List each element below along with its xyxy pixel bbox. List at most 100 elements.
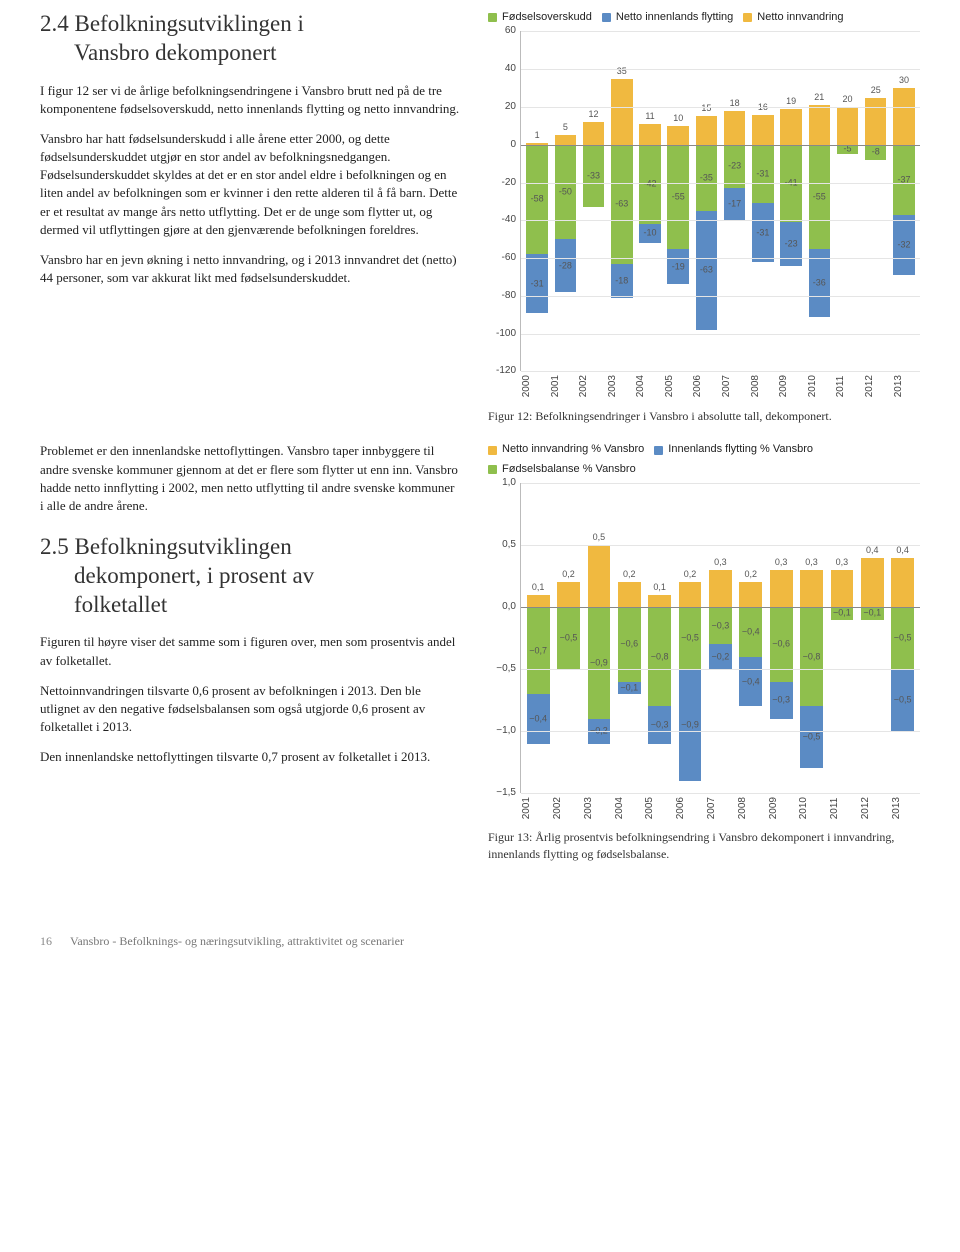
gridline <box>521 793 920 794</box>
bar-seg-innenlands: -63 <box>696 211 717 330</box>
zero-line <box>521 607 920 608</box>
bar-label: -55 <box>813 192 826 201</box>
bar-label: 0,3 <box>805 558 818 567</box>
bar-col: 20-5 <box>833 31 861 371</box>
bar-label: 15 <box>701 104 711 113</box>
zero-line <box>521 145 920 146</box>
section-24-title: 2.4 Befolkningsutviklingen i Vansbro dek… <box>40 10 460 68</box>
y-tick: -80 <box>502 289 516 303</box>
bar-label: -19 <box>672 262 685 271</box>
bar-seg-fodsel: -42 <box>639 145 660 224</box>
sec25-p3: Den innenlandske nettoflyttingen tilsvar… <box>40 748 460 766</box>
bar-label: 20 <box>843 95 853 104</box>
bar-col: 0,2−0,4−0,4 <box>736 483 766 793</box>
bar-label: -23 <box>785 239 798 248</box>
legend-swatch <box>602 13 611 22</box>
bar-label: 10 <box>673 114 683 123</box>
y-tick: 0,5 <box>502 538 516 552</box>
x-tick: 2004 <box>634 375 663 397</box>
bar-seg-fodsel: −0,8 <box>800 607 823 706</box>
bar-label: -31 <box>756 228 769 237</box>
bar-seg-innvandring: 0,3 <box>709 570 732 607</box>
x-tick: 2006 <box>674 797 704 819</box>
gridline <box>521 483 920 484</box>
sec24-p4: Problemet er den innenlandske nettoflytt… <box>40 442 460 515</box>
bar-seg-fodsel: −0,1 <box>831 607 854 619</box>
bar-seg-innvandring: 16 <box>752 115 773 145</box>
footer-text: Vansbro - Befolknings- og næringsutvikli… <box>70 933 404 950</box>
bar-seg-innenlands: −0,3 <box>648 706 671 743</box>
bar-col: 21-55-36 <box>805 31 833 371</box>
bar-seg-innvandring: 30 <box>893 88 914 145</box>
bar-seg-innenlands: −0,4 <box>527 694 550 744</box>
bar-label: 0,4 <box>866 546 879 555</box>
bar-seg-fodsel: -58 <box>526 145 547 255</box>
legend-label: Innenlands flytting % Vansbro <box>668 442 813 457</box>
y-tick: −0,5 <box>496 662 516 676</box>
legend-swatch <box>743 13 752 22</box>
bar-col: 25-8 <box>862 31 890 371</box>
bar-col: 30-37-32 <box>890 31 918 371</box>
bar-seg-fodsel: −0,8 <box>648 607 671 706</box>
bar-label: -63 <box>700 266 713 275</box>
bar-label: -55 <box>672 192 685 201</box>
bar-seg-innvandring: 20 <box>837 107 858 145</box>
legend-item: Fødselsoverskudd <box>488 10 592 25</box>
bar-label: -23 <box>728 162 741 171</box>
x-tick: 2013 <box>892 375 921 397</box>
bar-seg-innvandring: 12 <box>583 122 604 145</box>
x-tick: 2003 <box>606 375 635 397</box>
bar-label: −0,9 <box>681 721 699 730</box>
bar-seg-innenlands: −0,5 <box>891 669 914 731</box>
bar-seg-innenlands: -31 <box>752 203 773 262</box>
bar-seg-fodsel: -50 <box>555 145 576 239</box>
bar-col: 0,4−0,5−0,5 <box>888 483 918 793</box>
bar-seg-innvandring: 0,3 <box>831 570 854 607</box>
x-tick: 2010 <box>806 375 835 397</box>
x-tick: 2001 <box>549 375 578 397</box>
y-tick: 20 <box>505 100 516 114</box>
sec24-p2: Vansbro har hatt fødselsunderskudd i all… <box>40 130 460 239</box>
bar-seg-fodsel: −0,9 <box>588 607 611 719</box>
bar-label: 0,4 <box>896 546 909 555</box>
bar-label: −0,9 <box>590 659 608 668</box>
x-tick: 2012 <box>859 797 889 819</box>
bar-seg-innenlands: -23 <box>780 222 801 265</box>
bar-label: 21 <box>814 93 824 102</box>
bar-col: 0,1−0,7−0,4 <box>523 483 553 793</box>
sec25-a: Befolkningsutviklingen <box>75 534 292 559</box>
y-tick: -40 <box>502 213 516 227</box>
x-tick: 2011 <box>828 797 858 819</box>
bar-col: 12-33 <box>579 31 607 371</box>
bar-label: -18 <box>615 276 628 285</box>
chart1-legend: FødselsoverskuddNetto innenlands flyttin… <box>488 10 920 25</box>
gridline <box>521 334 920 335</box>
bar-seg-innvandring: 11 <box>639 124 660 145</box>
legend-item: Fødselsbalanse % Vansbro <box>488 462 636 477</box>
gridline <box>521 731 920 732</box>
bar-seg-innvandring: 19 <box>780 109 801 145</box>
x-tick: 2013 <box>890 797 920 819</box>
bar-seg-fodsel: -35 <box>696 145 717 211</box>
bar-seg-innvandring: 35 <box>611 79 632 145</box>
x-tick: 2011 <box>834 375 863 397</box>
bar-label: 30 <box>899 76 909 85</box>
gridline <box>521 220 920 221</box>
y-tick: 40 <box>505 62 516 76</box>
bar-label: −0,5 <box>681 634 699 643</box>
bar-col: 19-41-23 <box>777 31 805 371</box>
legend-swatch <box>488 13 497 22</box>
bar-label: −0,4 <box>742 677 760 686</box>
x-tick: 2005 <box>643 797 673 819</box>
bar-seg-innvandring: 0,2 <box>618 582 641 607</box>
bar-seg-fodsel: −0,6 <box>770 607 793 681</box>
bar-label: -10 <box>643 229 656 238</box>
page-number: 16 <box>40 933 52 950</box>
bar-label: 0,3 <box>836 558 849 567</box>
bar-label: −0,5 <box>894 696 912 705</box>
sec24-num: 2.4 <box>40 11 69 36</box>
legend-item: Innenlands flytting % Vansbro <box>654 442 813 457</box>
x-tick: 2000 <box>520 375 549 397</box>
bar-label: −0,1 <box>833 609 851 618</box>
gridline <box>521 183 920 184</box>
